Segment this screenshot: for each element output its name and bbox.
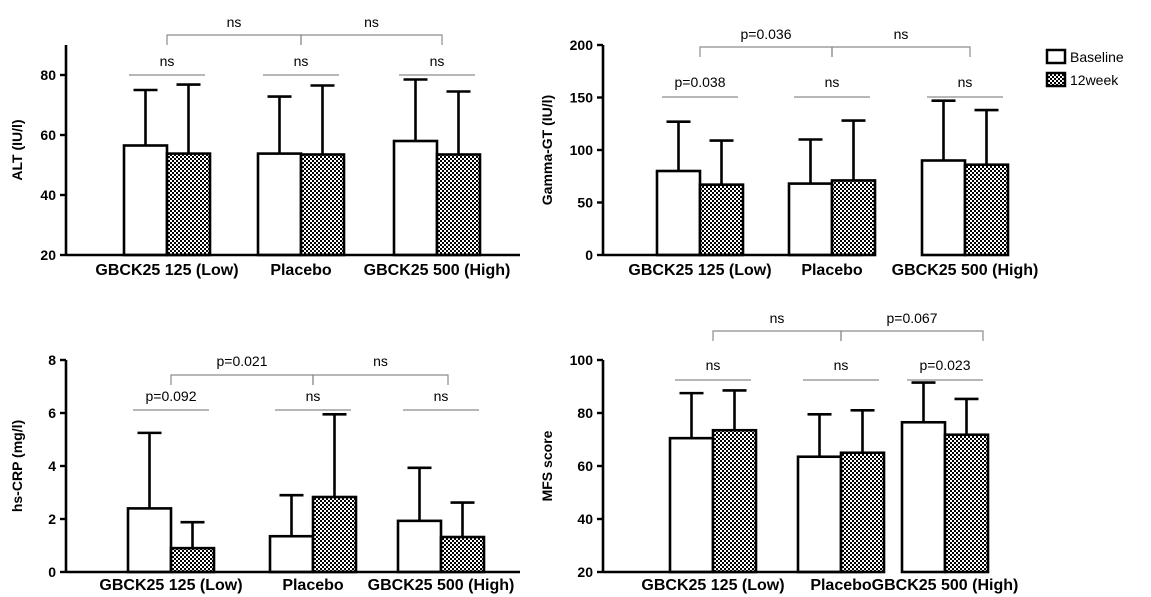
annotation-within: ns [434,388,449,404]
category-label: GBCK25 125 (Low) [628,262,771,279]
bar-baseline [122,144,169,257]
bar-12week [169,546,216,574]
bar-12week [711,428,758,574]
category-label: Placebo [282,577,344,594]
annotation-between: ns [770,310,785,326]
bracket-between [312,374,449,385]
legend-swatch-baseline [1045,48,1067,65]
category-label: GBCK25 125 (Low) [99,577,242,594]
y-tick-label: 4 [48,458,56,474]
annotation-within: p=0.038 [675,74,726,90]
category-label: Placebo [801,262,863,279]
y-tick-label: 6 [48,405,56,421]
legend-label-baseline: Baseline [1070,49,1124,65]
bracket-between [170,374,314,385]
bar-12week [435,153,482,257]
bar-12week [839,451,886,574]
bar-baseline [392,139,439,257]
legend-swatch-12week [1045,71,1067,88]
annotation-between: ns [373,353,388,369]
legend: Baseline 12week [1045,48,1124,88]
annotation-within: p=0.092 [146,388,197,404]
legend-label-12week: 12week [1070,72,1119,88]
annotation-within: ns [160,53,175,69]
category-label: GBCK25 500 (High) [364,262,511,279]
category-label: Placebo [810,577,872,594]
y-tick-label: 60 [577,458,593,474]
annotation-between: p=0.067 [887,310,938,326]
y-tick-label: 20 [577,564,593,580]
bracket-between [840,330,984,341]
category-label: GBCK25 500 (High) [872,577,1019,594]
bracket-between [300,34,443,45]
bar-12week [943,433,990,574]
category-label: GBCK25 500 (High) [892,262,1039,279]
bar-baseline [796,455,843,574]
bracket-between [712,330,842,341]
y-tick-label: 100 [570,142,594,158]
bar-12week [311,495,358,574]
annotation-between: p=0.021 [217,353,268,369]
bracket-between [699,46,833,57]
y-axis-label: ALT (IU/l) [9,119,25,180]
category-label: GBCK25 500 (High) [368,577,515,594]
y-tick-label: 20 [40,247,56,263]
annotation-within: p=0.023 [920,357,971,373]
bar-12week [439,535,486,574]
annotation-within: ns [706,357,721,373]
bar-12week [830,179,877,257]
annotation-between: ns [227,14,242,30]
bar-baseline [396,519,443,574]
annotation-between: ns [894,26,909,42]
annotation-within: ns [825,74,840,90]
y-tick-label: 0 [585,247,593,263]
bar-baseline [268,534,315,574]
bracket-between [166,34,302,45]
y-tick-label: 2 [48,511,56,527]
category-label: Placebo [270,262,332,279]
y-tick-label: 8 [48,352,56,368]
y-tick-label: 100 [570,352,594,368]
chart-panel-1: GBCK25 125 (Low) Placebo GBCK25 500 (High)… [9,14,520,279]
annotation-within: ns [834,357,849,373]
category-label: GBCK25 125 (Low) [95,262,238,279]
y-axis-label: MFS score [539,430,555,501]
annotation-between: ns [364,14,379,30]
category-label: GBCK25 125 (Low) [641,577,784,594]
bar-baseline [126,507,173,574]
annotation-within: ns [294,53,309,69]
bar-baseline [900,420,947,574]
y-axis-label: Gamma-GT (IU/l) [539,95,555,205]
y-axis-label: hs-CRP (mg/l) [9,420,25,512]
annotation-within: ns [430,53,445,69]
chart-panel-4: GBCK25 125 (Low) Placebo GBCK25 500 (High)… [539,310,1018,594]
bar-12week [299,153,346,257]
annotation-within: ns [958,74,973,90]
y-tick-label: 200 [570,37,594,53]
bar-baseline [655,169,702,257]
y-tick-label: 80 [40,67,56,83]
y-tick-label: 40 [40,187,56,203]
annotation-within: ns [306,388,321,404]
bar-12week [698,183,745,257]
bar-baseline [920,159,967,257]
annotation-between: p=0.036 [741,26,792,42]
y-tick-label: 0 [48,564,56,580]
y-tick-label: 40 [577,511,593,527]
bar-baseline [787,182,834,257]
chart-panel-3: GBCK25 125 (Low) Placebo GBCK25 500 (High)… [9,352,520,594]
y-tick-label: 50 [577,195,593,211]
bar-baseline [256,152,303,257]
y-tick-label: 80 [577,405,593,421]
bracket-between [831,46,971,57]
bar-baseline [668,436,715,574]
y-tick-label: 150 [570,90,594,106]
bar-12week [165,152,212,257]
chart-panel-2: GBCK25 125 (Low) Placebo GBCK25 500 (High)… [539,26,1038,279]
y-tick-label: 60 [40,127,56,143]
bar-12week [963,163,1010,257]
